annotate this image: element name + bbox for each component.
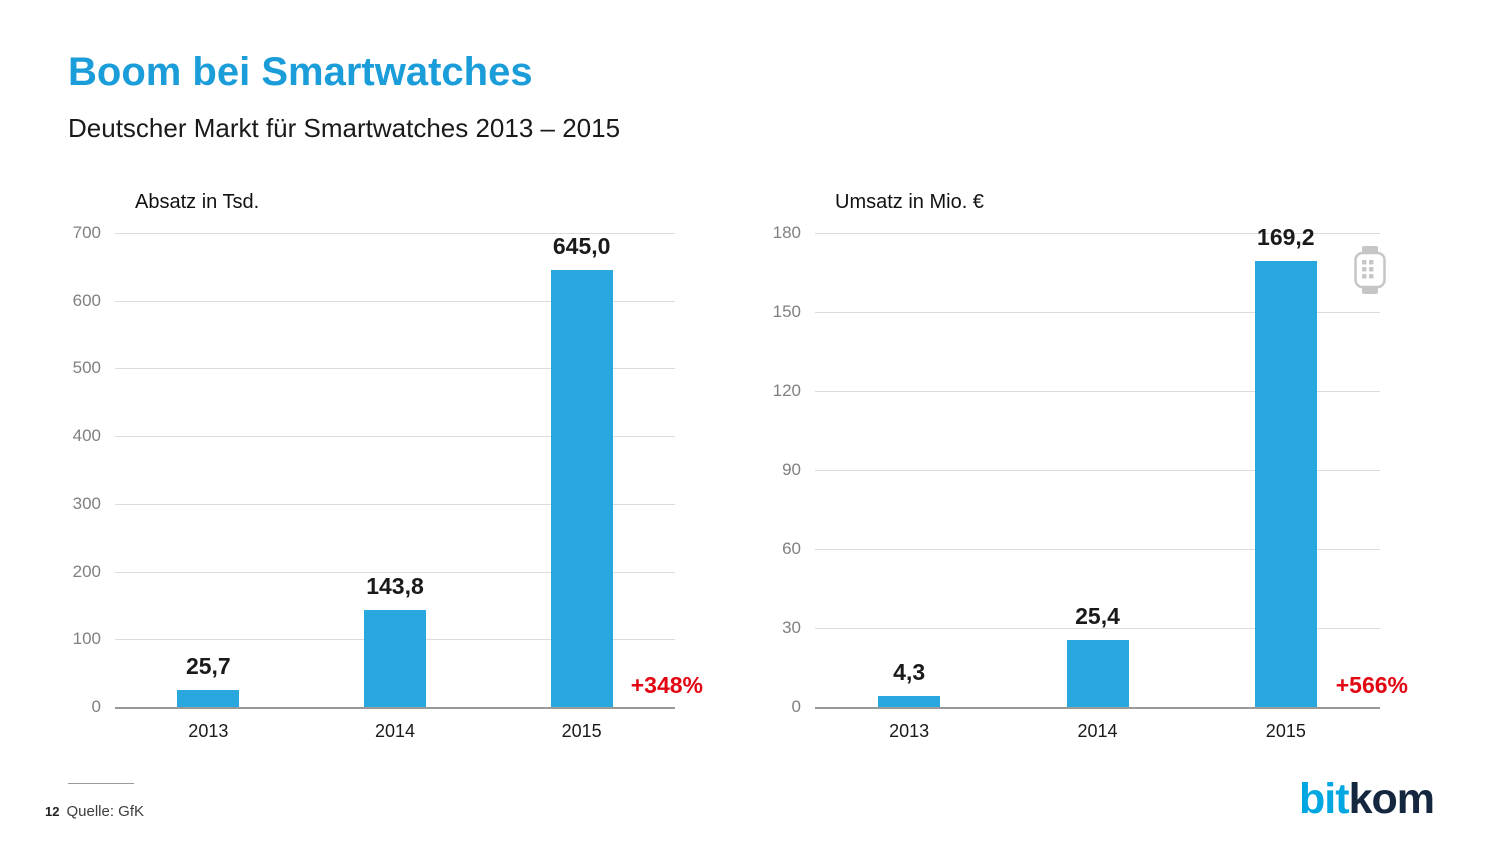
gridline (815, 311, 1380, 313)
plot-area-absatz: 0 100 200 300 400 500 600 700 25,7 2013 143,8 2014 6… (73, 223, 675, 741)
y-axis-tick-label: 400 (72, 426, 101, 446)
y-axis-tick-label: 500 (72, 358, 101, 378)
gridline (815, 548, 1380, 550)
gridline (815, 390, 1380, 392)
y-axis-tick-label: 300 (72, 493, 101, 513)
gridline (815, 470, 1380, 471)
y-axis-tick-label: 30 (782, 618, 801, 637)
bar-2014 (1066, 640, 1129, 707)
bitkom-logo: bitkom (1299, 775, 1435, 824)
footer: 12 Quelle: GfK (45, 803, 144, 820)
bar-2014 (364, 609, 426, 707)
y-axis-tick-label: 90 (782, 460, 801, 479)
gridline (115, 503, 675, 505)
chart-title-absatz: Absatz in Tsd. (135, 191, 260, 213)
bar-value-label: 645,0 (552, 233, 611, 260)
x-axis-category-label: 2014 (1077, 721, 1118, 741)
logo-bit: bit (1299, 775, 1350, 823)
y-axis-tick-label: 180 (772, 223, 801, 242)
page-number: 12 (45, 804, 60, 819)
x-axis-category-label: 2013 (889, 721, 930, 741)
chart-absatz: Absatz in Tsd. 0 100 200 300 400 500 600 700 25,… (73, 191, 703, 741)
bar-2015 (550, 270, 613, 707)
bar-value-label: 25,4 (1075, 603, 1120, 630)
y-axis-tick-label: 0 (791, 697, 801, 716)
x-axis-category-label: 2015 (1265, 721, 1306, 741)
y-axis-tick-label: 600 (72, 290, 101, 310)
slide-title: Boom bei Smartwatches (68, 50, 533, 94)
x-axis-category-label: 2015 (561, 721, 602, 741)
growth-annotation-absatz: +348% (630, 672, 703, 698)
y-axis-tick-label: 700 (72, 223, 101, 242)
bar-2013 (177, 689, 240, 707)
gridline (115, 707, 675, 709)
gridline (115, 436, 675, 438)
bar-value-label: 143,8 (366, 572, 424, 599)
logo-kom: kom (1348, 775, 1435, 823)
slide-subtitle: Deutscher Markt für Smartwatches 2013 – … (68, 113, 621, 143)
smartwatch-icon (1352, 245, 1388, 300)
chart-title-umsatz: Umsatz in Mio. € (835, 191, 984, 213)
plot-area-umsatz: 0 30 60 90 120 150 180 4,3 2013 25,4 2014 169,2 2015 (773, 223, 1380, 741)
bar-value-label: 169,2 (1257, 224, 1315, 251)
x-axis-category-label: 2013 (188, 721, 229, 741)
bar-value-label: 25,7 (185, 652, 231, 679)
bar-2013 (878, 695, 941, 707)
source-label: Quelle: GfK (66, 803, 145, 820)
bar-2015 (1254, 261, 1317, 707)
y-axis-tick-label: 200 (72, 561, 101, 581)
gridline (815, 233, 1380, 234)
gridline (815, 628, 1380, 629)
gridline (115, 571, 675, 573)
y-axis-tick-label: 120 (772, 380, 801, 400)
y-axis-tick-label: 100 (72, 629, 101, 649)
chart-umsatz: Umsatz in Mio. € 0 30 60 90 120 150 180 4,3 2013… (773, 191, 1408, 741)
y-axis-tick-label: 0 (91, 697, 101, 716)
footer-divider (68, 783, 134, 784)
gridline (115, 368, 675, 370)
gridline (115, 300, 675, 302)
gridline (815, 707, 1380, 709)
x-axis-category-label: 2014 (374, 721, 416, 741)
y-axis-tick-label: 60 (782, 538, 801, 558)
y-axis-tick-label: 150 (772, 301, 801, 321)
bar-value-label: 4,3 (893, 658, 926, 685)
gridline (115, 233, 675, 234)
growth-annotation-umsatz: +566% (1335, 672, 1408, 698)
